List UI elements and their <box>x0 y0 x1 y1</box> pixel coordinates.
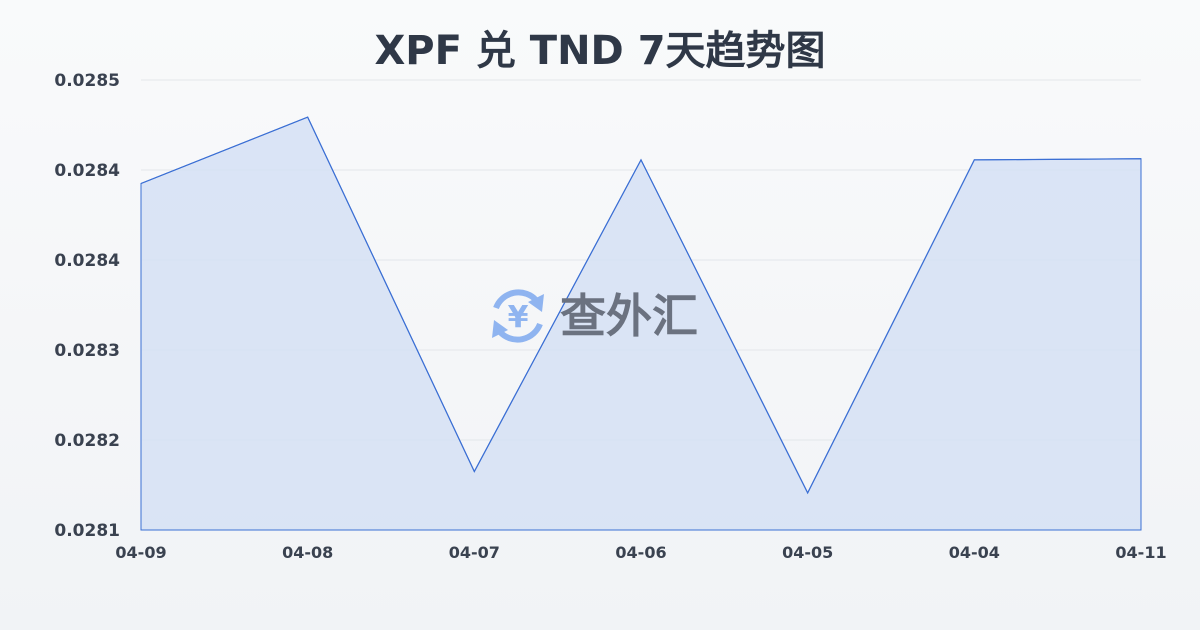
y-tick-label: 0.0285 <box>54 71 120 91</box>
x-tick-label: 04-11 <box>1115 543 1166 562</box>
y-tick-label: 0.0284 <box>54 161 120 181</box>
data-point <box>807 492 809 494</box>
x-tick-label: 04-08 <box>282 543 333 562</box>
y-tick-label: 0.0283 <box>54 341 120 361</box>
watermark-text: 查外汇 <box>560 289 698 343</box>
x-tick-label: 04-06 <box>615 543 666 562</box>
data-point <box>640 159 642 161</box>
data-point <box>140 183 142 184</box>
data-point <box>973 159 975 161</box>
yen-exchange-icon: ¥ <box>492 289 544 343</box>
svg-text:¥: ¥ <box>508 300 529 335</box>
data-point <box>473 471 475 472</box>
x-tick-label: 04-04 <box>949 543 1000 562</box>
chart-title: XPF 兑 TND 7天趋势图 <box>374 28 826 74</box>
x-tick-label: 04-09 <box>115 543 166 562</box>
y-tick-label: 0.0282 <box>54 431 120 451</box>
y-tick-label: 0.0284 <box>54 251 120 271</box>
x-tick-label: 04-07 <box>449 543 500 562</box>
watermark: ¥ 查外汇 <box>492 289 698 343</box>
x-tick-label: 04-05 <box>782 543 833 562</box>
y-tick-label: 0.0281 <box>54 521 120 541</box>
data-point <box>1140 158 1142 160</box>
data-point <box>307 116 309 118</box>
